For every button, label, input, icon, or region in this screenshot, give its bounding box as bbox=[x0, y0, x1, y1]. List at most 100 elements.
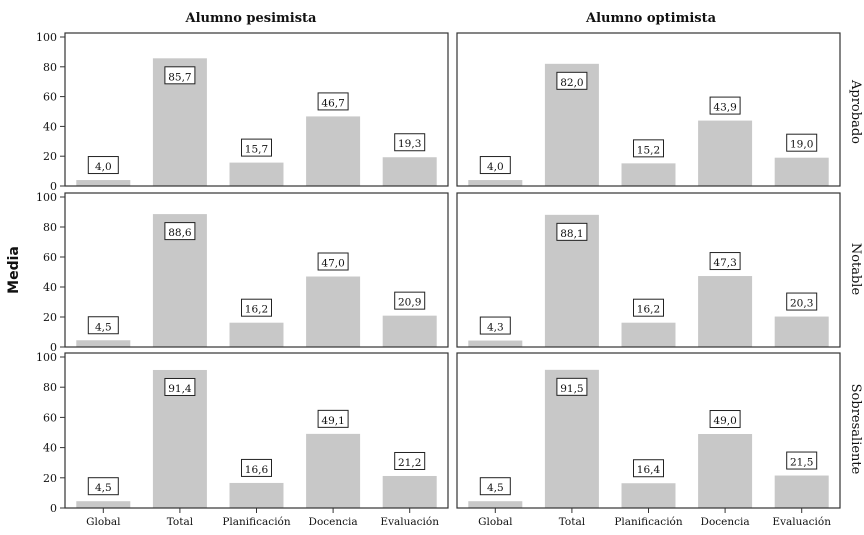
data-label: 21,5 bbox=[790, 457, 813, 469]
y-tick-label: 20 bbox=[43, 150, 57, 163]
data-label-box bbox=[633, 459, 664, 478]
y-tick-label: 40 bbox=[43, 442, 57, 455]
data-label-box bbox=[556, 222, 588, 241]
bar bbox=[306, 276, 361, 347]
y-tick-label: 100 bbox=[36, 351, 57, 364]
bar bbox=[306, 116, 361, 186]
data-label-box bbox=[394, 451, 426, 470]
data-label-box bbox=[709, 410, 741, 429]
bar bbox=[468, 180, 523, 186]
bar bbox=[621, 163, 676, 186]
data-label-box bbox=[87, 316, 119, 335]
data-label: 43,9 bbox=[713, 102, 736, 114]
bar bbox=[698, 276, 753, 347]
data-label: 19,3 bbox=[398, 138, 421, 150]
bar bbox=[698, 434, 753, 508]
row-title-middle: Notable bbox=[848, 243, 863, 296]
data-label: 49,1 bbox=[321, 415, 344, 427]
data-label: 16,6 bbox=[245, 464, 269, 476]
data-label-box bbox=[556, 71, 588, 90]
panel-2-1: 4,5 91,5 16,4 49,0 21,5 Global Total Planificac… bbox=[456, 352, 841, 528]
y-tick-label: 80 bbox=[43, 221, 57, 234]
data-label: 47,3 bbox=[713, 257, 736, 269]
data-label-box bbox=[786, 451, 818, 470]
data-label: 46,7 bbox=[321, 97, 344, 109]
data-label: 85,7 bbox=[168, 71, 191, 83]
data-label: 4,5 bbox=[487, 482, 504, 494]
data-label-box bbox=[164, 377, 196, 396]
bar bbox=[774, 316, 829, 347]
x-tick-label: Evaluación bbox=[772, 516, 831, 528]
bar bbox=[382, 315, 437, 347]
panel-1-0: 4,5 88,6 16,2 47,0 20,9 0 20 40 60 80 100 bbox=[36, 191, 449, 354]
bar bbox=[76, 180, 131, 186]
data-label: 47,0 bbox=[321, 258, 344, 270]
data-label: 49,0 bbox=[713, 415, 736, 427]
x-tick-label: Planificación bbox=[222, 516, 291, 528]
data-label-box bbox=[479, 477, 511, 496]
y-tick-label: 40 bbox=[43, 120, 57, 133]
bar bbox=[621, 322, 676, 347]
data-label-box bbox=[241, 298, 272, 317]
row-title-top: Aprobado bbox=[848, 79, 863, 144]
x-tick-label: Docencia bbox=[309, 516, 358, 528]
data-label: 20,9 bbox=[398, 297, 421, 309]
data-label: 4,0 bbox=[487, 161, 504, 173]
data-label-box bbox=[394, 291, 426, 310]
data-label: 88,1 bbox=[560, 228, 583, 240]
x-tick-label: Evaluación bbox=[380, 516, 439, 528]
bar bbox=[76, 340, 131, 347]
y-tick-label: 20 bbox=[43, 472, 57, 485]
bar bbox=[382, 157, 437, 186]
data-label-box bbox=[317, 92, 349, 111]
bar bbox=[774, 475, 829, 508]
panel-frame bbox=[456, 32, 841, 187]
data-label-box bbox=[241, 458, 272, 477]
y-tick-label: 0 bbox=[50, 341, 57, 354]
panel-0-1: 4,0 82,0 15,2 43,9 19,0 bbox=[456, 32, 841, 187]
panel-1-1: 4,3 88,1 16,2 47,3 20,3 bbox=[456, 192, 841, 348]
x-tick-label: Docencia bbox=[701, 516, 750, 528]
panel-2-0: 4,5 91,4 16,6 49,1 21,2 0 20 40 60 80 100 Global Tot… bbox=[36, 351, 449, 528]
y-tick-label: 60 bbox=[43, 251, 57, 264]
y-tick-label: 100 bbox=[36, 31, 57, 44]
y-axis-title: Media bbox=[6, 246, 22, 294]
data-label-box bbox=[786, 292, 818, 311]
bar bbox=[382, 475, 437, 508]
data-label: 16,2 bbox=[637, 304, 660, 316]
y-tick-label: 60 bbox=[43, 91, 57, 104]
bar bbox=[229, 162, 284, 186]
data-label-box bbox=[317, 252, 349, 271]
y-tick-label: 0 bbox=[50, 502, 57, 515]
bar bbox=[468, 340, 523, 347]
x-tick-label: Total bbox=[559, 516, 586, 528]
row-title-bottom: Sobresaliente bbox=[848, 384, 863, 475]
data-label: 4,0 bbox=[95, 161, 112, 173]
y-tick-label: 80 bbox=[43, 61, 57, 74]
data-label: 19,0 bbox=[790, 139, 813, 151]
column-title-right: Alumno optimista bbox=[585, 11, 717, 26]
data-label-box bbox=[709, 96, 741, 115]
data-label: 91,5 bbox=[560, 383, 583, 395]
bar bbox=[621, 483, 676, 508]
data-label: 4,5 bbox=[95, 482, 112, 494]
bar bbox=[306, 433, 361, 508]
bar bbox=[229, 322, 284, 347]
data-label-box bbox=[317, 409, 349, 428]
data-label: 4,3 bbox=[487, 322, 504, 334]
data-label: 20,3 bbox=[790, 298, 813, 310]
data-label: 15,7 bbox=[245, 144, 268, 156]
panels: 4,0 85,7 15,7 46,7 19,3 0 20 40 60 80 100 4,0 82,0 15… bbox=[36, 31, 841, 528]
data-label: 15,2 bbox=[637, 144, 660, 156]
x-tick-label: Global bbox=[86, 516, 121, 528]
data-label-box bbox=[87, 477, 119, 496]
y-tick-label: 100 bbox=[36, 191, 57, 204]
y-tick-label: 80 bbox=[43, 381, 57, 394]
bar bbox=[698, 120, 753, 186]
x-tick-label: Planificación bbox=[614, 516, 683, 528]
panel-0-0: 4,0 85,7 15,7 46,7 19,3 0 20 40 60 80 100 bbox=[36, 31, 449, 193]
data-label: 82,0 bbox=[560, 77, 583, 89]
data-label-box bbox=[709, 252, 741, 271]
